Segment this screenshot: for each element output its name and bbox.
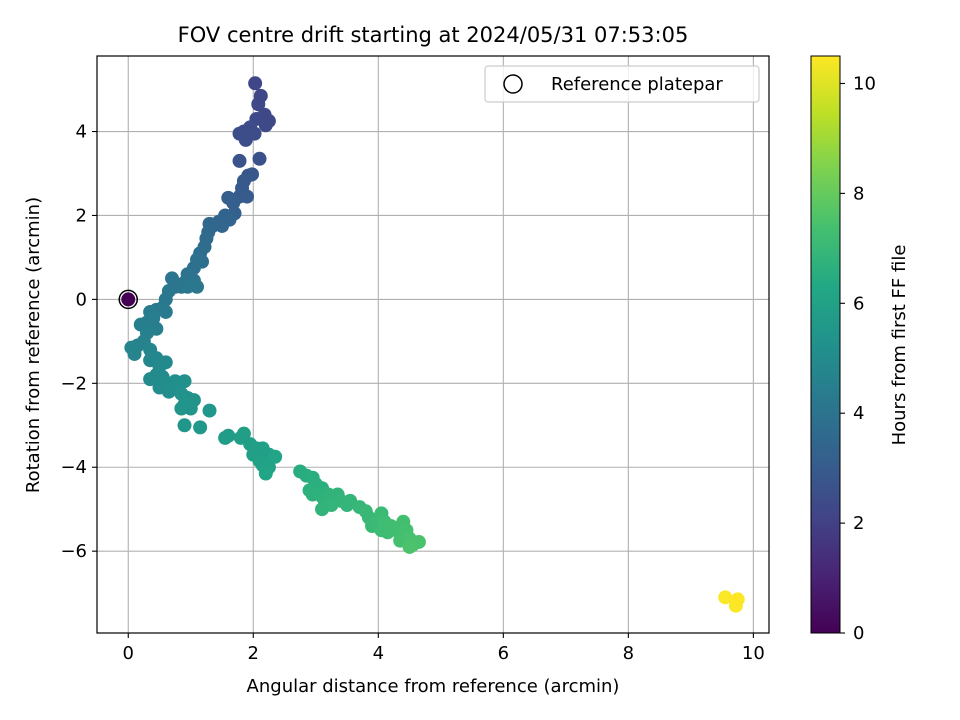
legend-marker (503, 74, 523, 94)
data-point (127, 346, 142, 361)
y-tick-label: −6 (60, 541, 87, 562)
x-tick-label: 8 (623, 643, 634, 664)
data-point (177, 374, 192, 389)
y-tick-label: 2 (76, 205, 87, 226)
scatter-points (118, 76, 745, 613)
data-point (718, 590, 733, 605)
data-point (251, 97, 266, 112)
legend-box (484, 65, 760, 103)
y-tick-label: −4 (60, 457, 87, 478)
plot-frame (96, 55, 770, 634)
colorbar-frame (810, 55, 841, 634)
y-tick-label: −2 (60, 373, 87, 394)
data-point (248, 76, 263, 91)
data-point (143, 372, 158, 387)
grid-lines (97, 56, 769, 633)
data-point (324, 498, 339, 513)
colorbar-tick-label: 8 (853, 183, 864, 204)
data-point (232, 153, 247, 168)
data-point (190, 252, 205, 267)
y-tick-label: 4 (76, 122, 87, 143)
data-point (202, 403, 217, 418)
x-tick-label: 10 (742, 643, 765, 664)
x-tick-label: 0 (123, 643, 134, 664)
y-axis-label: Rotation from reference (arcmin) (23, 197, 44, 493)
colorbar-ticks: 0 2 4 6 8 10 (840, 73, 876, 644)
data-point (238, 132, 253, 147)
data-point (193, 420, 208, 435)
data-point (158, 304, 173, 319)
colorbar-tick-label: 0 (853, 623, 864, 644)
data-point (236, 426, 251, 441)
colorbar-label: Hours from first FF file (889, 245, 910, 446)
x-tick-label: 2 (248, 643, 259, 664)
data-point (121, 292, 136, 307)
x-tick-label: 4 (373, 643, 384, 664)
data-point (165, 271, 180, 286)
data-point (240, 189, 255, 204)
data-point (174, 401, 189, 416)
data-point (180, 279, 195, 294)
colorbar-tick-label: 6 (853, 293, 864, 314)
reference-platepar-marker (118, 289, 139, 310)
x-axis: 0 2 4 6 8 10 (123, 633, 765, 664)
data-point (730, 592, 745, 607)
data-point (258, 466, 273, 481)
data-point (252, 151, 267, 166)
data-point (402, 539, 417, 554)
data-point (340, 498, 355, 513)
y-axis: −6 −4 −2 0 2 4 (60, 122, 97, 562)
colorbar: 0 2 4 6 8 10 Hours from first FF file (810, 55, 910, 644)
data-point (218, 430, 233, 445)
colorbar-tick-label: 4 (853, 403, 864, 424)
legend-entry-label: Reference platepar (551, 74, 723, 95)
data-point (177, 418, 192, 433)
colorbar-tick-label: 2 (853, 513, 864, 534)
colorbar-tick-label: 10 (853, 73, 876, 94)
x-axis-label: Angular distance from reference (arcmin) (247, 676, 620, 697)
chart-title: FOV centre drift starting at 2024/05/31 … (178, 23, 689, 47)
y-tick-label: 0 (76, 289, 87, 310)
x-tick-label: 6 (498, 643, 509, 664)
data-point (226, 195, 241, 210)
colorbar-gradient (811, 56, 840, 633)
data-point (268, 449, 283, 464)
legend: Reference platepar (484, 65, 760, 103)
